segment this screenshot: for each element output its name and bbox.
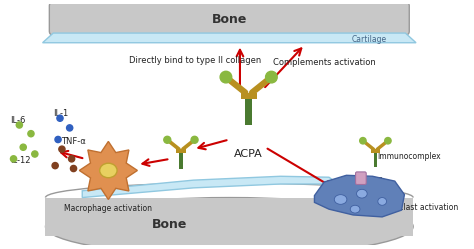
Polygon shape	[79, 141, 137, 199]
Text: Osteoclast activation: Osteoclast activation	[377, 203, 458, 212]
Text: Cartilage: Cartilage	[352, 35, 387, 44]
FancyBboxPatch shape	[46, 197, 413, 236]
Text: IL-1: IL-1	[53, 109, 68, 118]
Polygon shape	[82, 176, 338, 197]
Bar	[374, 151, 377, 167]
Bar	[179, 151, 183, 169]
Circle shape	[52, 163, 58, 169]
Bar	[240, 93, 257, 99]
Text: FcγR: FcγR	[366, 177, 384, 186]
Text: Complements activation: Complements activation	[273, 58, 375, 66]
Ellipse shape	[46, 197, 413, 249]
FancyBboxPatch shape	[356, 172, 366, 185]
Text: Bone: Bone	[152, 218, 187, 231]
Ellipse shape	[356, 189, 367, 198]
Circle shape	[191, 136, 198, 143]
Circle shape	[265, 71, 277, 83]
Text: Immunocomplex: Immunocomplex	[377, 152, 441, 161]
Circle shape	[10, 156, 17, 162]
Text: TNF-α: TNF-α	[61, 137, 86, 146]
Circle shape	[164, 136, 171, 143]
Polygon shape	[314, 175, 404, 217]
Circle shape	[55, 136, 61, 143]
Circle shape	[32, 151, 38, 157]
Circle shape	[360, 137, 366, 144]
Text: IL-12: IL-12	[9, 156, 30, 165]
Circle shape	[28, 130, 34, 137]
Circle shape	[220, 71, 232, 83]
Bar	[176, 149, 186, 153]
Ellipse shape	[378, 197, 386, 205]
Text: Directly bind to type II collagen: Directly bind to type II collagen	[129, 56, 262, 65]
Text: IL-6: IL-6	[9, 116, 25, 125]
Ellipse shape	[100, 163, 117, 178]
Ellipse shape	[334, 195, 347, 204]
Ellipse shape	[350, 205, 360, 213]
Circle shape	[66, 125, 73, 131]
Circle shape	[57, 115, 63, 121]
Polygon shape	[43, 33, 416, 43]
Text: Macrophage activation: Macrophage activation	[64, 204, 152, 213]
Bar	[245, 96, 252, 125]
Circle shape	[59, 146, 65, 152]
Circle shape	[16, 122, 22, 128]
Bar	[371, 149, 380, 153]
FancyBboxPatch shape	[49, 2, 409, 35]
Circle shape	[20, 144, 27, 150]
Circle shape	[385, 137, 391, 144]
Text: ACPA: ACPA	[234, 149, 263, 159]
Text: Bone: Bone	[211, 13, 247, 26]
Circle shape	[69, 156, 75, 162]
Circle shape	[71, 165, 77, 172]
